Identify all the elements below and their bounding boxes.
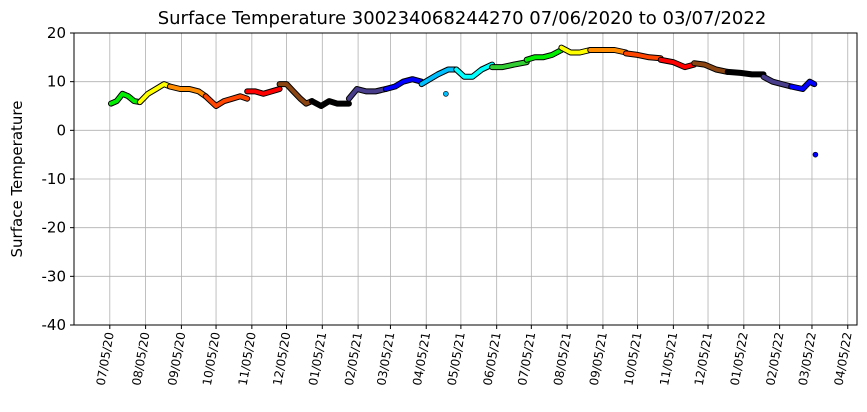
- line: [383, 77, 424, 91]
- y-tick-label: 10: [47, 73, 66, 91]
- y-tick-label: 0: [56, 121, 66, 139]
- line: [137, 82, 172, 105]
- x-tick-label: 08/05/20: [129, 331, 152, 387]
- y-tick-label: -20: [42, 219, 67, 237]
- line: [277, 82, 314, 106]
- line: [789, 79, 817, 91]
- point: [443, 91, 449, 97]
- line: [346, 87, 388, 101]
- x-tick-label: 10/05/20: [200, 331, 223, 387]
- y-axis-label: Surface Temperature: [8, 101, 26, 258]
- x-tick-label: 07/05/21: [515, 331, 538, 387]
- line: [419, 67, 459, 87]
- x-tick-label: 09/05/20: [165, 331, 188, 387]
- x-tick-label: 04/05/22: [832, 331, 855, 387]
- y-tick-label: -40: [42, 316, 67, 334]
- line: [203, 94, 250, 108]
- line: [524, 48, 564, 62]
- y-tick-label: -10: [42, 170, 67, 188]
- y-tick-label: -30: [42, 267, 67, 285]
- x-tick-label: 03/05/22: [796, 331, 819, 387]
- line: [658, 57, 697, 70]
- chart-title: Surface Temperature 300234068244270 07/0…: [158, 8, 767, 29]
- x-tick-label: 12/05/20: [270, 331, 293, 387]
- line: [761, 74, 794, 89]
- x-tick-label: 03/05/21: [374, 331, 397, 387]
- x-tick-label: 02/05/21: [342, 331, 365, 387]
- line: [454, 62, 495, 79]
- x-tick-label: 05/05/21: [445, 331, 468, 387]
- line: [167, 84, 208, 99]
- x-tick-label: 06/05/21: [480, 331, 503, 387]
- x-tick-label: 01/05/21: [306, 331, 329, 387]
- line: [490, 60, 529, 70]
- line: [109, 91, 142, 106]
- x-tick-label: 09/05/21: [587, 331, 610, 387]
- line: [624, 51, 663, 61]
- x-tick-label: 02/05/22: [763, 331, 786, 387]
- line: [588, 48, 628, 55]
- y-tick-label: 20: [47, 24, 66, 42]
- plot-frame: [73, 32, 858, 326]
- x-tick-label: 08/05/21: [551, 331, 574, 387]
- point: [812, 151, 819, 158]
- line: [692, 61, 730, 74]
- x-tick-label: 11/05/20: [236, 331, 259, 387]
- x-tick-label: 04/05/21: [410, 331, 433, 387]
- line: [559, 45, 593, 55]
- line: [309, 99, 351, 108]
- x-tick-label: 12/05/21: [692, 331, 715, 387]
- x-tick-label: 11/05/21: [657, 331, 680, 387]
- line: [725, 69, 766, 77]
- x-tick-label: 01/05/22: [728, 331, 751, 387]
- x-tick-label: 10/05/21: [621, 331, 644, 387]
- line: [245, 87, 282, 96]
- x-tick-label: 07/05/20: [94, 331, 117, 387]
